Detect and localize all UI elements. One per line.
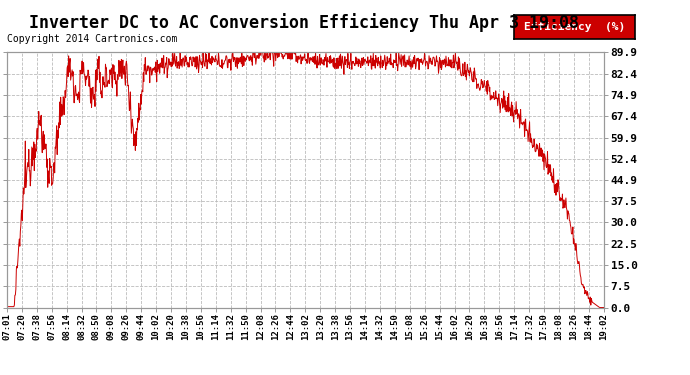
Text: Efficiency  (%): Efficiency (%) — [524, 22, 625, 32]
Text: Inverter DC to AC Conversion Efficiency Thu Apr 3 19:08: Inverter DC to AC Conversion Efficiency … — [28, 13, 579, 32]
Text: Copyright 2014 Cartronics.com: Copyright 2014 Cartronics.com — [7, 34, 177, 44]
